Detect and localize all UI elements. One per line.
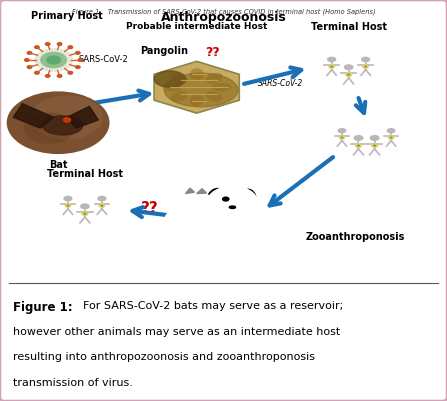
Polygon shape (67, 106, 98, 128)
Circle shape (83, 213, 87, 215)
Circle shape (355, 144, 362, 148)
Text: Bat: Bat (49, 160, 67, 170)
Text: Probable intermediate Host: Probable intermediate Host (126, 22, 267, 31)
Text: ??: ?? (206, 47, 220, 59)
Ellipse shape (207, 188, 222, 202)
Circle shape (208, 187, 257, 217)
Polygon shape (197, 189, 207, 194)
Text: Figure 1:: Figure 1: (13, 301, 73, 314)
Circle shape (46, 75, 50, 77)
Text: Pangolin: Pangolin (140, 47, 188, 57)
Circle shape (341, 137, 343, 138)
Circle shape (101, 205, 103, 207)
Circle shape (76, 66, 80, 69)
Circle shape (65, 204, 71, 208)
Circle shape (25, 59, 29, 61)
Circle shape (387, 128, 396, 134)
Circle shape (63, 196, 72, 201)
Circle shape (63, 118, 71, 122)
Circle shape (363, 65, 369, 69)
Ellipse shape (205, 91, 223, 102)
Circle shape (347, 74, 350, 76)
Circle shape (27, 51, 32, 54)
Ellipse shape (165, 209, 201, 228)
Circle shape (67, 205, 69, 207)
Text: Terminal Host: Terminal Host (47, 169, 123, 179)
Text: however other animals may serve as an intermediate host: however other animals may serve as an in… (13, 326, 341, 336)
Circle shape (97, 196, 106, 201)
Ellipse shape (190, 94, 204, 106)
Circle shape (41, 52, 67, 68)
Circle shape (80, 203, 90, 209)
Circle shape (330, 66, 333, 67)
Circle shape (223, 197, 229, 201)
Polygon shape (186, 188, 194, 194)
Polygon shape (13, 103, 54, 128)
Circle shape (346, 73, 352, 77)
Circle shape (46, 55, 61, 65)
Circle shape (23, 112, 75, 144)
Text: Zooanthroponosis: Zooanthroponosis (306, 232, 405, 242)
Circle shape (78, 59, 83, 61)
Circle shape (371, 144, 378, 148)
Ellipse shape (244, 188, 257, 201)
Circle shape (27, 66, 32, 69)
Circle shape (57, 75, 62, 77)
Circle shape (327, 57, 336, 62)
Polygon shape (154, 61, 239, 113)
Text: Anthropozoonosis: Anthropozoonosis (160, 11, 287, 24)
Circle shape (35, 49, 72, 71)
Circle shape (361, 57, 370, 62)
Circle shape (357, 144, 360, 147)
Text: Figure 1.   Transmission of SARS-CoV-2 that causes COVID in terminal host (Homo : Figure 1. Transmission of SARS-CoV-2 tha… (72, 8, 375, 15)
Circle shape (344, 64, 354, 70)
Circle shape (68, 46, 72, 49)
Circle shape (337, 128, 346, 134)
Circle shape (388, 136, 394, 140)
Text: Terminal Host: Terminal Host (311, 22, 387, 32)
Circle shape (35, 71, 39, 74)
Ellipse shape (154, 71, 186, 87)
Ellipse shape (42, 116, 83, 135)
Ellipse shape (171, 91, 188, 102)
Circle shape (99, 204, 105, 208)
Circle shape (181, 192, 212, 211)
Circle shape (339, 136, 345, 140)
Text: For SARS-CoV-2 bats may serve as a reservoir;: For SARS-CoV-2 bats may serve as a reser… (83, 301, 343, 311)
Circle shape (364, 66, 367, 67)
Circle shape (46, 43, 50, 45)
Ellipse shape (164, 73, 238, 107)
Circle shape (354, 135, 363, 141)
Circle shape (35, 46, 39, 49)
Circle shape (329, 65, 335, 69)
Ellipse shape (203, 214, 253, 233)
Circle shape (68, 71, 72, 74)
Circle shape (390, 137, 392, 138)
Text: SARS-CoV-2: SARS-CoV-2 (79, 55, 128, 65)
Text: ??: ?? (141, 201, 159, 216)
Circle shape (76, 51, 80, 54)
Circle shape (7, 91, 110, 154)
Text: Primary Host: Primary Host (31, 11, 103, 21)
Circle shape (373, 144, 376, 147)
Circle shape (82, 212, 88, 216)
Text: resulting into anthropozoonosis and zooanthroponosis: resulting into anthropozoonosis and zooa… (13, 352, 316, 362)
Ellipse shape (171, 73, 188, 83)
Ellipse shape (205, 73, 223, 83)
Circle shape (57, 43, 62, 45)
Ellipse shape (229, 206, 236, 209)
Ellipse shape (162, 83, 182, 91)
Ellipse shape (190, 68, 204, 81)
Text: SARS-CoV-2: SARS-CoV-2 (258, 79, 304, 88)
Ellipse shape (211, 83, 232, 91)
Circle shape (370, 135, 380, 141)
Circle shape (31, 95, 103, 139)
Text: transmission of virus.: transmission of virus. (13, 378, 133, 388)
